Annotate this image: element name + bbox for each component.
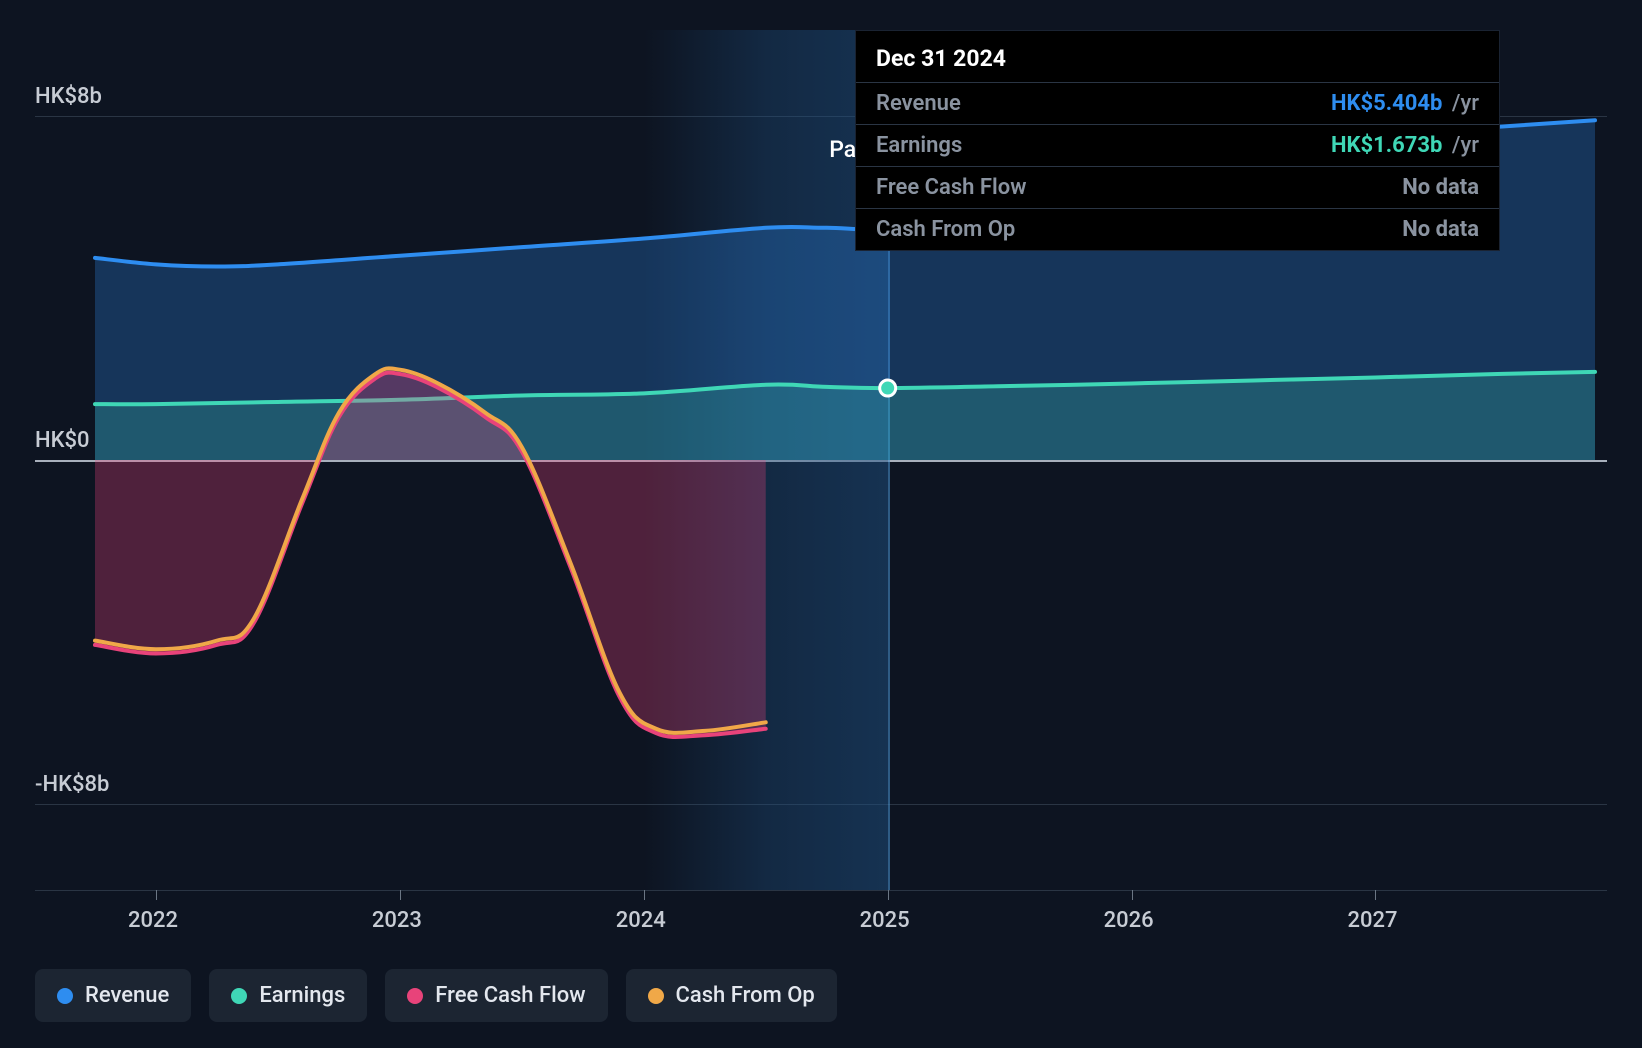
legend-dot-icon (407, 988, 423, 1004)
legend-item-cash-from-op[interactable]: Cash From Op (626, 969, 837, 1022)
legend-dot-icon (231, 988, 247, 1004)
hover-tooltip: Dec 31 2024 Revenue HK$5.404b /yr Earnings… (855, 30, 1500, 251)
legend-label: Cash From Op (676, 983, 815, 1008)
legend-dot-icon (648, 988, 664, 1004)
x-axis-label: 2024 (616, 908, 666, 933)
tooltip-key: Cash From Op (876, 217, 1015, 242)
x-tick (156, 890, 157, 900)
legend-dot-icon (57, 988, 73, 1004)
legend-item-free-cash-flow[interactable]: Free Cash Flow (385, 969, 607, 1022)
tooltip-row: Cash From Op No data (856, 209, 1499, 250)
legend-label: Free Cash Flow (435, 983, 585, 1008)
tooltip-value: HK$1.673b /yr (1331, 133, 1479, 158)
x-tick (400, 890, 401, 900)
legend-label: Revenue (85, 983, 169, 1008)
tooltip-key: Free Cash Flow (876, 175, 1026, 200)
legend: Revenue Earnings Free Cash Flow Cash From O… (35, 969, 837, 1022)
x-axis-label: 2025 (860, 908, 910, 933)
tooltip-row: Free Cash Flow No data (856, 167, 1499, 209)
tooltip-row: Revenue HK$5.404b /yr (856, 83, 1499, 125)
tooltip-key: Revenue (876, 91, 961, 116)
x-tick (1375, 890, 1376, 900)
legend-item-earnings[interactable]: Earnings (209, 969, 367, 1022)
x-axis-label: 2026 (1104, 908, 1154, 933)
series-marker-earnings (880, 380, 896, 396)
tooltip-value: No data (1402, 175, 1479, 200)
tooltip-value: HK$5.404b /yr (1331, 91, 1479, 116)
legend-label: Earnings (259, 983, 345, 1008)
x-axis-label: 2022 (128, 908, 178, 933)
tooltip-value: No data (1402, 217, 1479, 242)
chart-container: HK$8bHK$0-HK$8b Past Analysts Forecasts … (0, 0, 1642, 1048)
tooltip-row: Earnings HK$1.673b /yr (856, 125, 1499, 167)
legend-item-revenue[interactable]: Revenue (35, 969, 191, 1022)
tooltip-key: Earnings (876, 133, 962, 158)
x-tick (1132, 890, 1133, 900)
tooltip-date: Dec 31 2024 (856, 31, 1499, 83)
x-axis-label: 2027 (1347, 908, 1397, 933)
x-axis-label: 2023 (372, 908, 422, 933)
x-tick (888, 890, 889, 900)
x-tick (644, 890, 645, 900)
x-axis-line (35, 890, 1607, 891)
